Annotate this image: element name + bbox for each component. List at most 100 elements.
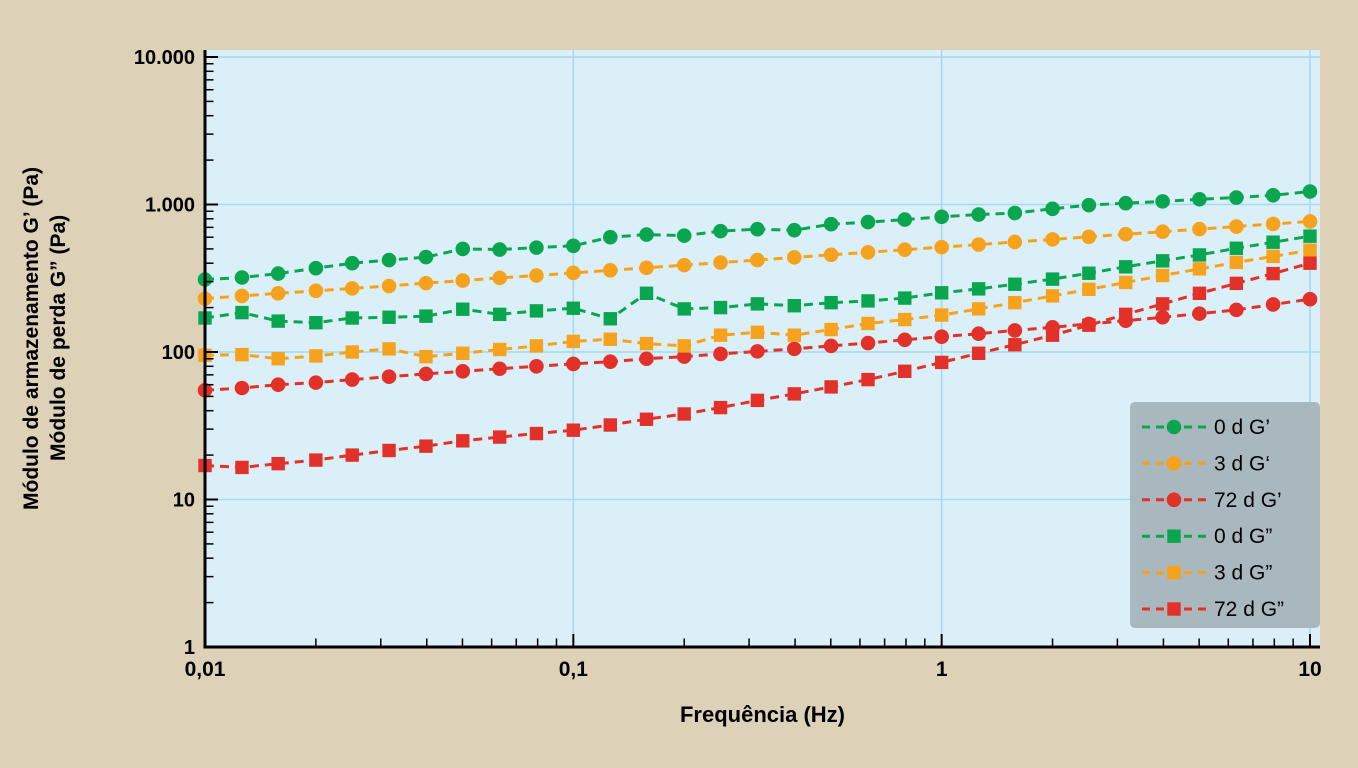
data-point <box>898 312 912 327</box>
data-point <box>1229 276 1244 291</box>
data-point <box>271 352 285 366</box>
data-point <box>1008 277 1022 291</box>
data-point <box>787 387 801 401</box>
data-point <box>934 329 949 344</box>
series-4 <box>198 243 1317 366</box>
legend-item: 3 d G” <box>1142 562 1272 585</box>
data-point <box>677 339 691 353</box>
legend-marker <box>1166 456 1182 471</box>
legend-item: 0 d G” <box>1142 525 1272 548</box>
y-tick-label: 10.000 <box>134 47 195 69</box>
data-point <box>971 326 986 342</box>
legend-marker <box>1166 419 1182 435</box>
series-5 <box>198 256 1317 475</box>
data-point <box>1302 184 1318 199</box>
data-point <box>971 207 986 222</box>
data-point <box>1302 291 1318 307</box>
data-point <box>1303 229 1317 243</box>
data-point <box>787 328 801 342</box>
data-point <box>344 372 360 387</box>
y-tick-label: 10 <box>173 490 195 512</box>
data-point <box>1045 328 1060 342</box>
x-axis-label: Frequência (Hz) <box>679 702 846 727</box>
data-point <box>1229 190 1244 205</box>
data-point <box>418 275 434 291</box>
data-point <box>713 328 728 342</box>
data-point <box>1008 295 1022 310</box>
data-point <box>309 349 323 363</box>
legend-item: 3 d G‘ <box>1142 452 1270 475</box>
data-point <box>455 363 471 379</box>
y-tick-label: 100 <box>162 342 195 364</box>
legend-item: 72 d G” <box>1142 598 1284 621</box>
data-point <box>750 325 765 340</box>
data-point <box>750 297 765 311</box>
legend-marker <box>1167 565 1181 580</box>
data-point <box>270 377 286 393</box>
data-point <box>1229 241 1244 255</box>
data-point <box>418 249 434 265</box>
data-point <box>455 241 471 257</box>
data-point <box>603 229 618 245</box>
data-point <box>971 346 986 360</box>
data-point <box>971 282 986 296</box>
data-point <box>750 393 765 408</box>
data-point <box>308 375 324 390</box>
data-point <box>1155 309 1170 325</box>
data-point <box>934 355 949 370</box>
data-point <box>823 216 839 232</box>
data-point <box>419 349 433 364</box>
data-point <box>1192 248 1207 262</box>
data-point <box>271 456 285 471</box>
legend-item: 0 d G’ <box>1142 416 1270 439</box>
data-point <box>1007 234 1023 250</box>
data-point <box>344 281 360 296</box>
data-point <box>750 344 765 359</box>
data-point <box>1266 249 1280 264</box>
y-axis-label-line1: Módulo de armazenamento G’ (Pa) <box>20 166 43 510</box>
y-tick-label: 1 <box>184 637 195 659</box>
data-point <box>713 223 728 239</box>
data-point <box>308 260 324 276</box>
data-point <box>344 255 360 271</box>
data-point <box>639 336 654 351</box>
series-1 <box>197 214 1318 306</box>
data-point <box>713 346 728 362</box>
data-point <box>566 265 581 281</box>
data-point <box>419 309 433 323</box>
data-point <box>860 245 876 260</box>
data-point <box>971 237 986 252</box>
data-point <box>1229 302 1244 318</box>
data-point <box>1119 260 1133 274</box>
data-point <box>1081 229 1097 245</box>
data-point <box>824 295 838 310</box>
data-point <box>823 338 839 354</box>
tick-marks <box>204 56 1311 648</box>
data-point <box>677 302 691 316</box>
data-point <box>1045 272 1060 286</box>
data-point <box>382 443 396 458</box>
data-point <box>492 430 507 444</box>
data-point <box>1119 307 1133 322</box>
data-point <box>639 351 654 367</box>
data-point <box>1118 195 1134 211</box>
data-point <box>308 283 324 299</box>
data-point <box>456 434 470 448</box>
data-point <box>750 252 765 268</box>
data-point <box>1045 289 1060 303</box>
data-point <box>603 263 618 278</box>
data-point <box>235 347 249 362</box>
data-point <box>934 286 949 300</box>
data-point <box>381 252 397 268</box>
data-point <box>676 228 692 243</box>
data-point <box>898 364 912 378</box>
data-point <box>309 315 323 330</box>
data-point <box>1265 187 1281 203</box>
data-point <box>1045 232 1060 247</box>
data-point <box>566 238 581 254</box>
data-point <box>934 209 949 225</box>
data-point <box>492 361 507 377</box>
data-point <box>934 308 949 322</box>
data-point <box>529 240 544 255</box>
data-point <box>566 334 581 349</box>
